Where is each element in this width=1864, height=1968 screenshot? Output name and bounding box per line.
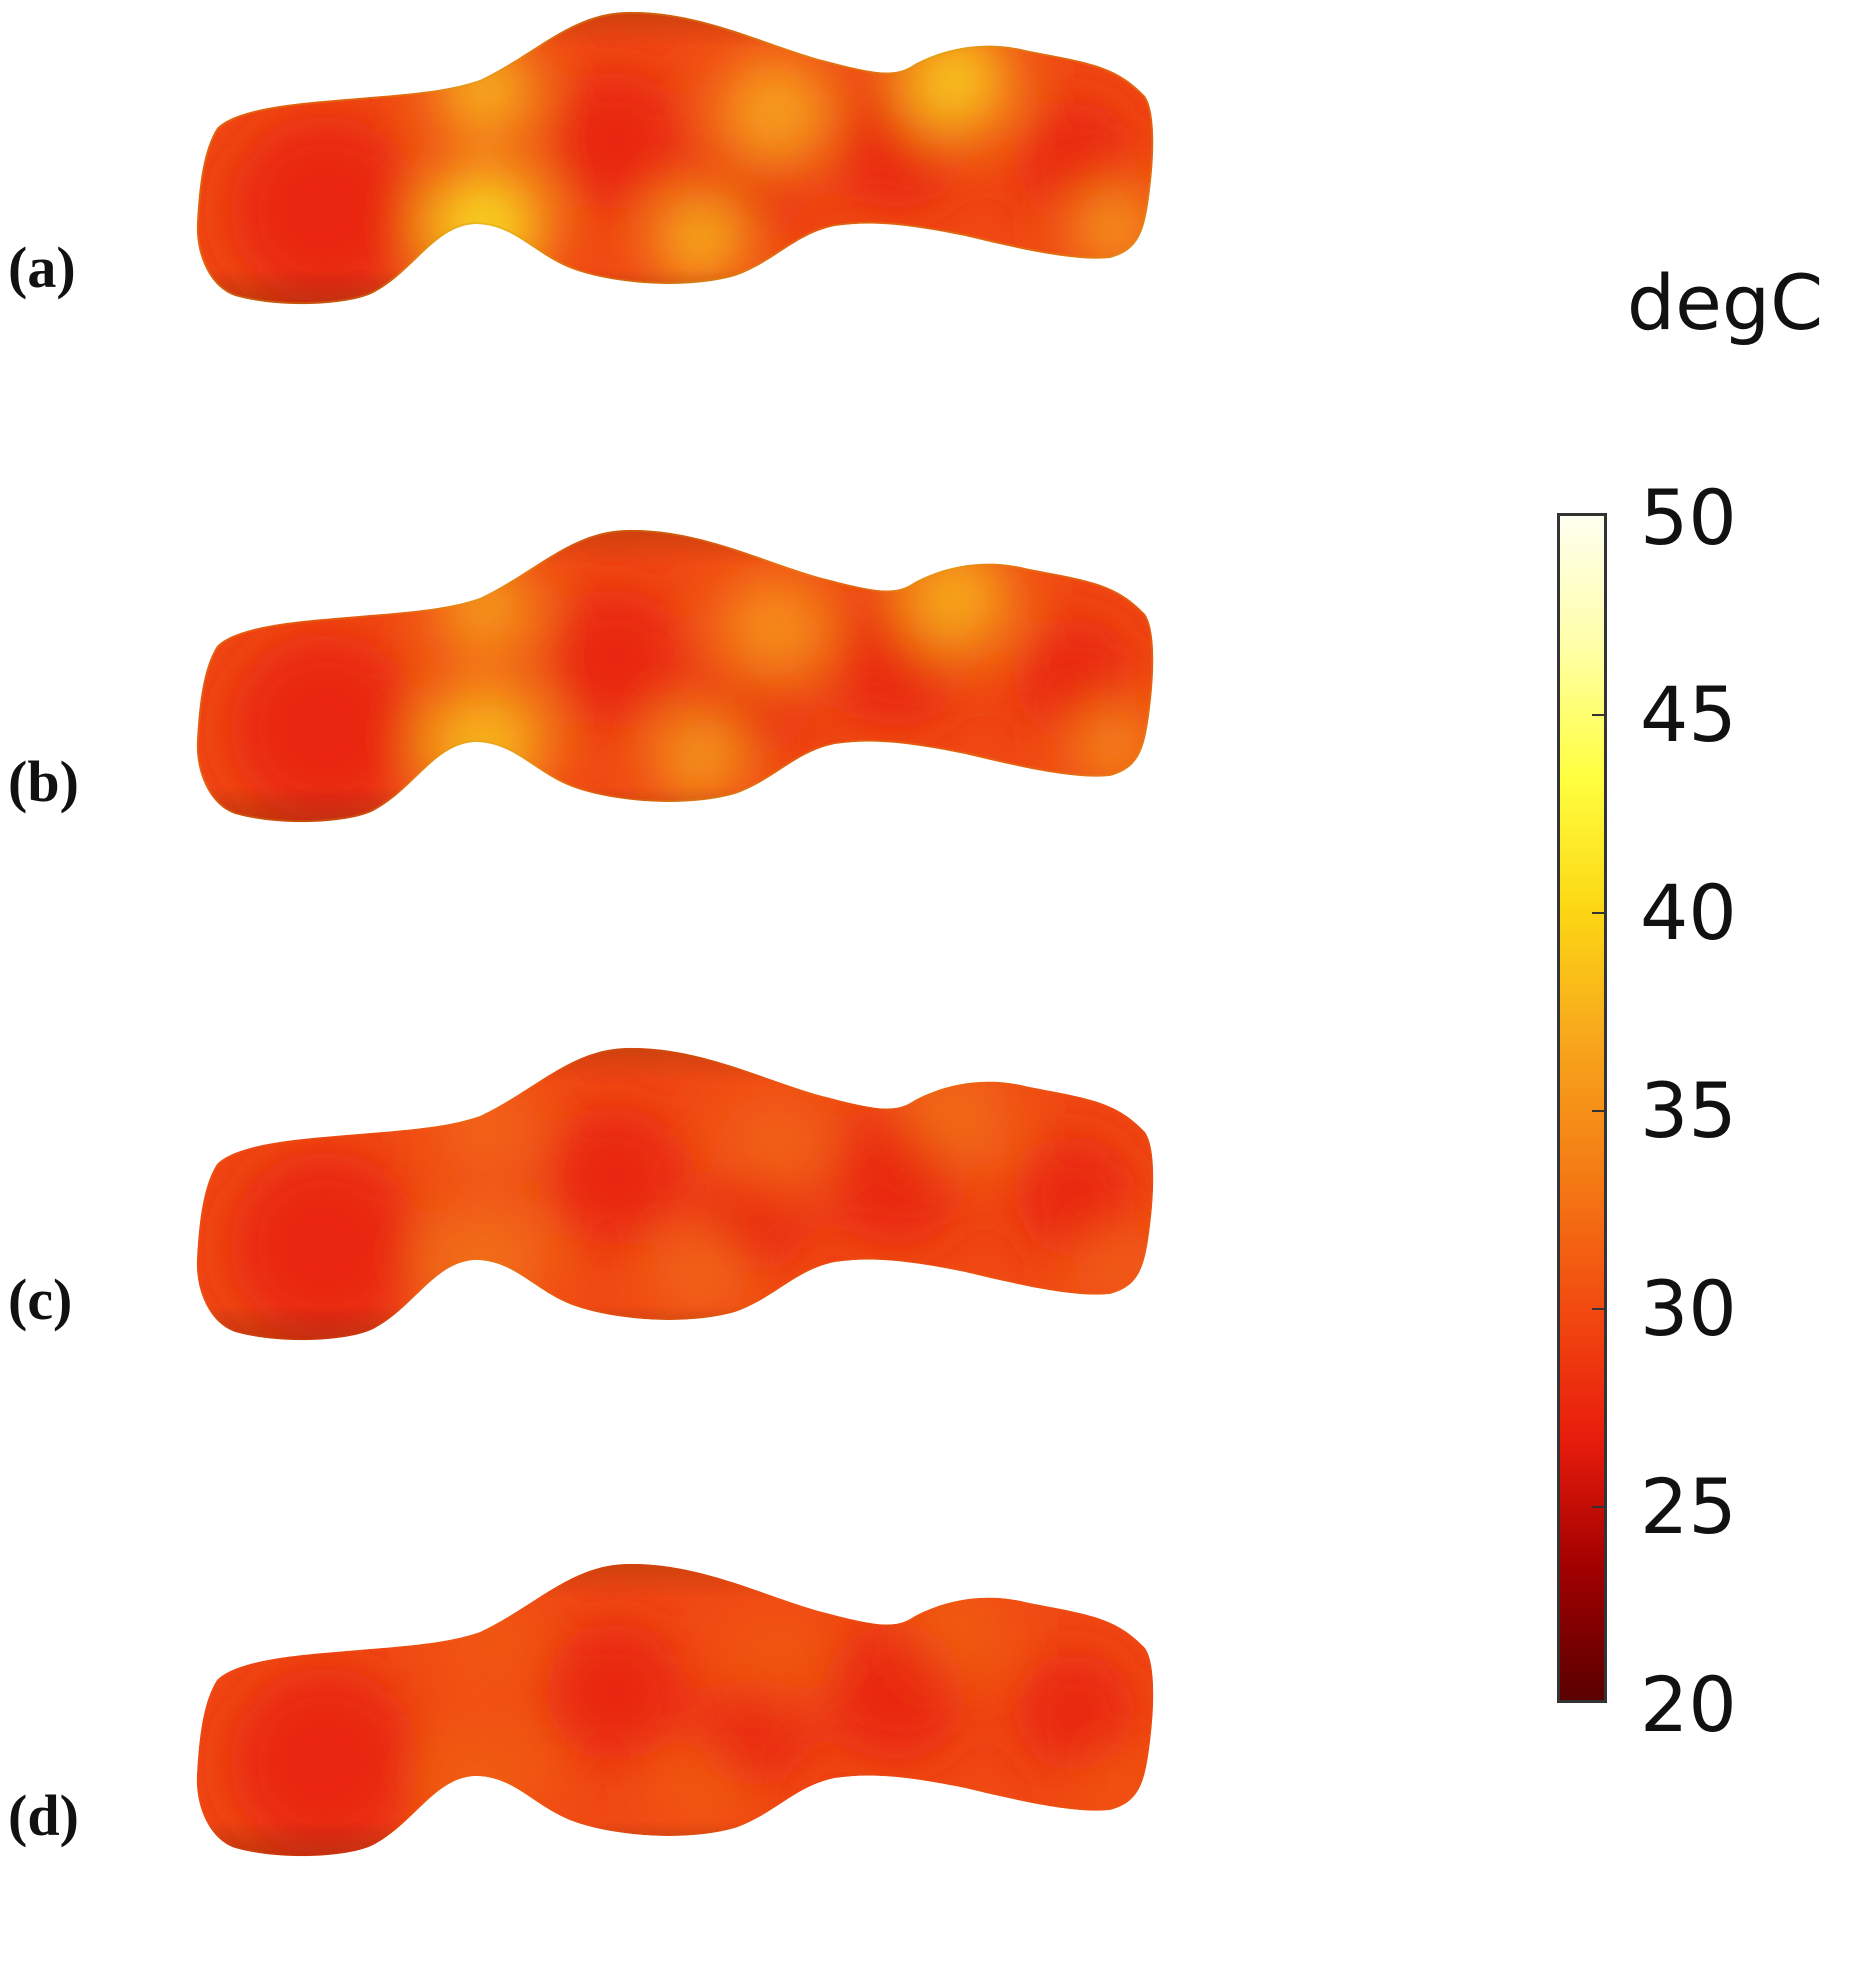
colorbar-tick-label: 45 [1640, 670, 1737, 759]
colorbar-tick-label: 35 [1640, 1066, 1737, 1155]
colorbar-tick-mark [1592, 1110, 1607, 1112]
panel-label-b: (b) [8, 749, 79, 814]
temperature-surface-b [196, 529, 1154, 823]
colorbar-tick-label: 25 [1640, 1462, 1737, 1551]
panel-label-c: (c) [8, 1267, 73, 1332]
panel-label-a: (a) [8, 235, 76, 300]
temperature-surface-c [196, 1047, 1154, 1341]
colorbar-tick-mark [1592, 714, 1607, 716]
temperature-surface-d [196, 1563, 1154, 1857]
panel-label-d: (d) [8, 1783, 79, 1848]
colorbar-tick-mark [1592, 1506, 1607, 1508]
colorbar-tick-label: 20 [1640, 1660, 1737, 1749]
colorbar-tick-label: 50 [1640, 473, 1737, 562]
temperature-surface-a [196, 11, 1154, 305]
colorbar-tick-mark [1592, 912, 1607, 914]
colorbar-tick-label: 30 [1640, 1264, 1737, 1353]
colorbar-tick-mark [1592, 1308, 1607, 1310]
colorbar [1557, 513, 1607, 1703]
colorbar-unit-label: degC [1626, 258, 1824, 347]
colorbar-tick-label: 40 [1640, 868, 1737, 957]
